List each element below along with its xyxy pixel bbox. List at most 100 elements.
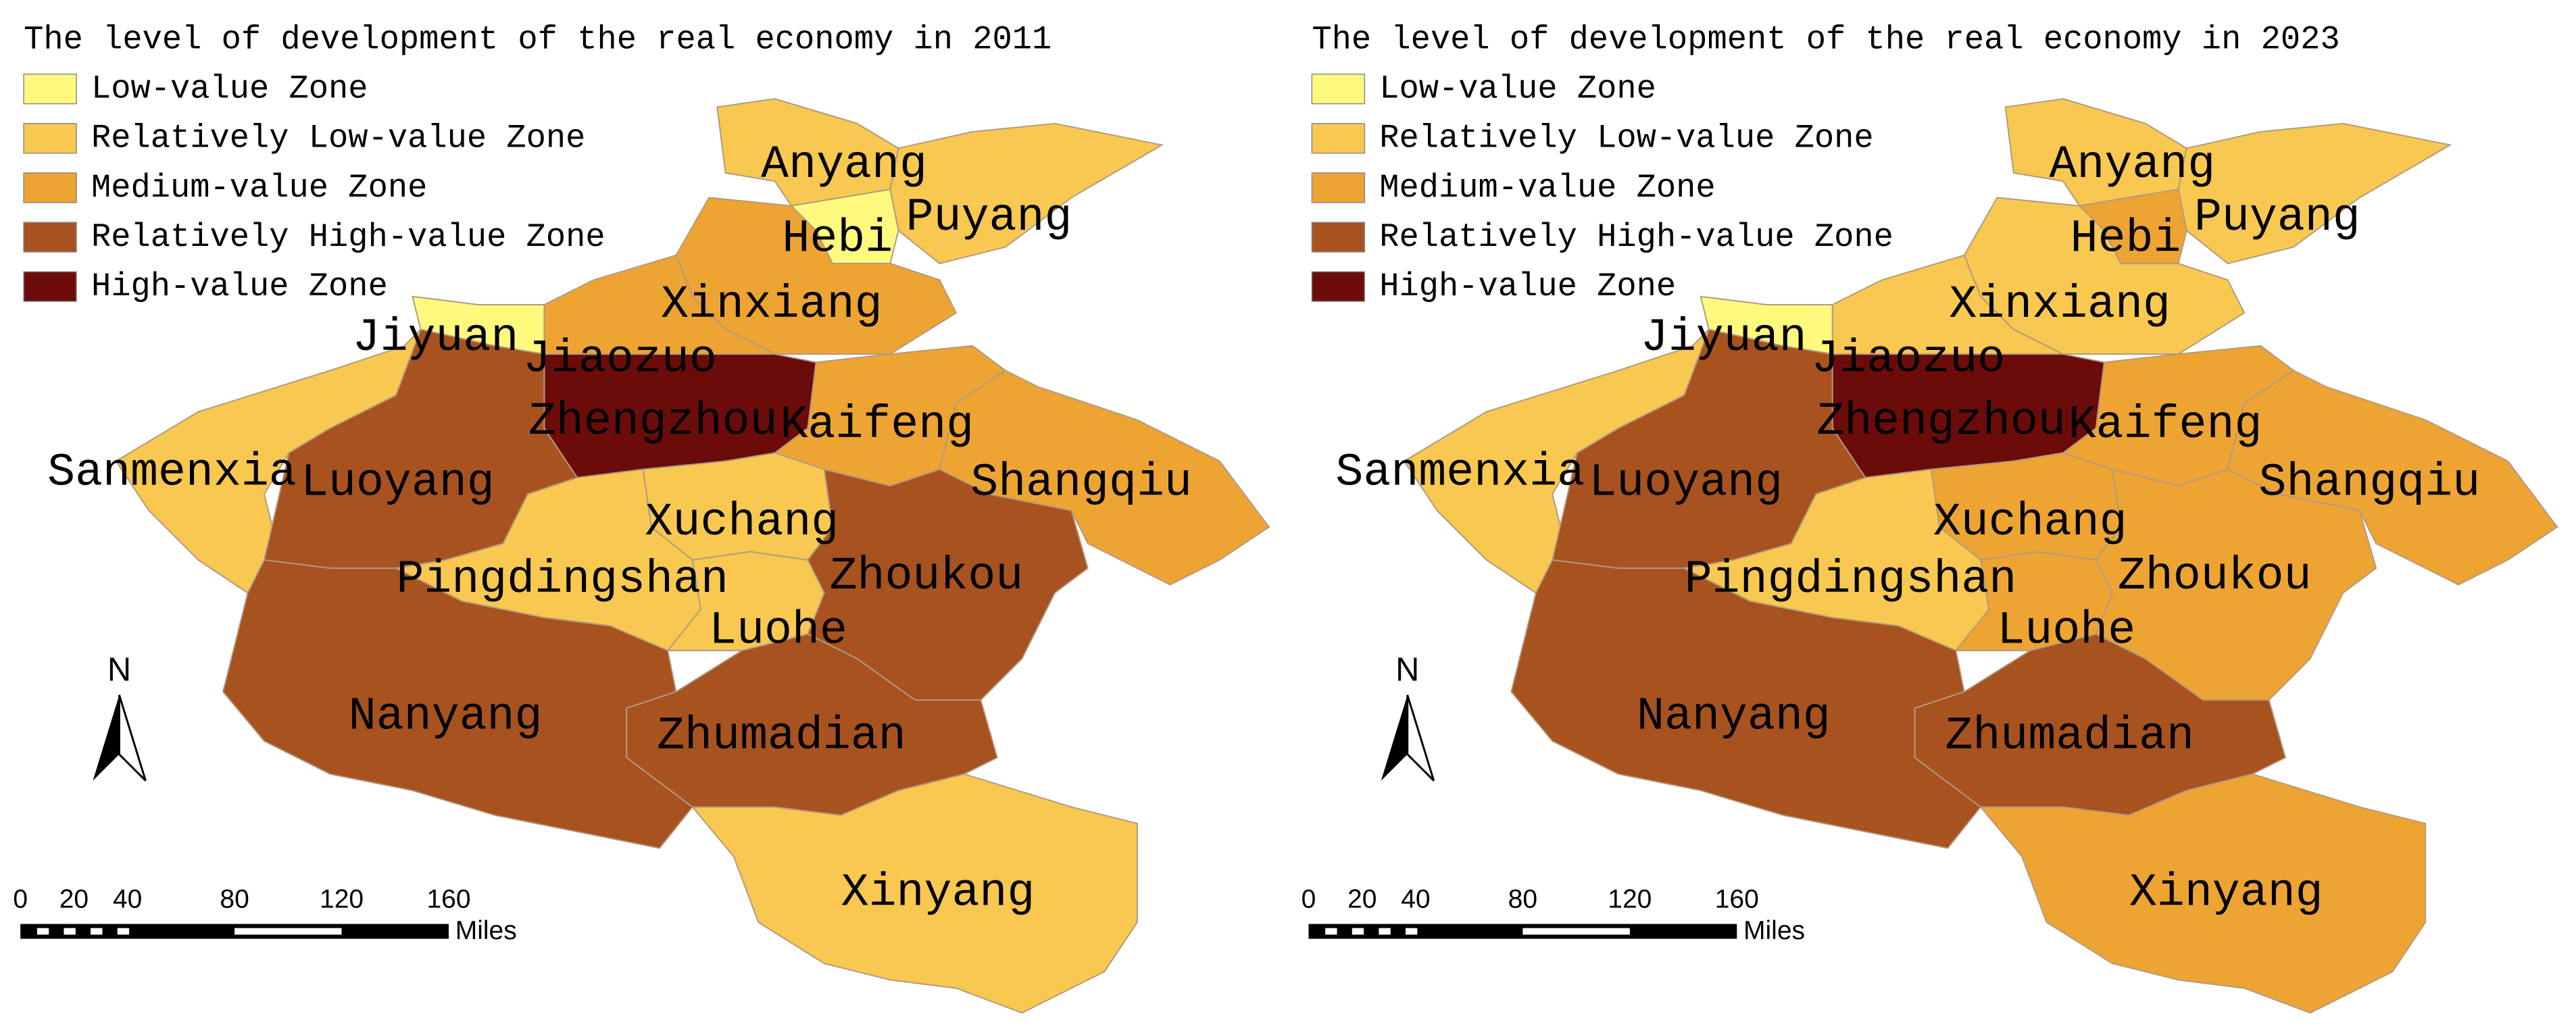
legend-label: Low-value Zone [91, 70, 368, 108]
city-label: Shangqiu [970, 457, 1192, 509]
scale-tick-label: 20 [1347, 885, 1377, 914]
north-arrow-right [118, 695, 147, 782]
legend-swatch [1311, 172, 1366, 203]
city-label: Zhumadian [1945, 711, 2194, 763]
city-label: Puyang [906, 192, 1072, 244]
scale-tick-label: 160 [1715, 885, 1759, 914]
city-region [807, 468, 1089, 701]
scale-bar-segment [1405, 928, 1418, 935]
legend-swatch [23, 172, 77, 203]
scale-tick-label: 0 [1302, 885, 1316, 914]
legend-swatch [23, 222, 77, 253]
legend-label: Low-value Zone [1379, 70, 1656, 108]
legend-label: High-value Zone [1379, 268, 1676, 305]
legend-swatch [23, 73, 77, 105]
city-region [1403, 328, 1710, 594]
city-label: Xinyang [2129, 867, 2323, 919]
city-label: Kaifeng [2069, 399, 2262, 451]
city-label: Hebi [2071, 213, 2181, 265]
scale-bar-segment [1379, 928, 1391, 935]
legend-label: Relatively Low-value Zone [91, 120, 585, 157]
north-label: N [1395, 651, 1419, 688]
scale-bar-segment [1325, 928, 1337, 935]
city-label: Xinyang [841, 867, 1035, 919]
city-label: Luohe [709, 605, 847, 657]
city-label: Sanmenxia [1335, 447, 1585, 499]
city-label: Shangqiu [2259, 457, 2481, 509]
city-label: Jiyuan [1641, 312, 1807, 364]
city-label: Pingdingshan [1685, 554, 2016, 606]
scale-tick-label: 80 [1508, 885, 1537, 914]
city-label: Puyang [2194, 192, 2360, 244]
scale-unit: Miles [455, 916, 517, 945]
scale-bar-segment [64, 928, 76, 935]
north-label: N [107, 651, 131, 688]
city-label: Jiaozuo [1811, 333, 2005, 385]
scale-bar-segment [36, 928, 49, 935]
map-title: The level of development of the real eco… [1312, 20, 2339, 58]
scale-tick-label: 20 [59, 885, 89, 914]
scale-tick-label: 40 [113, 885, 142, 914]
city-region [691, 773, 1138, 1014]
legend-swatch [1311, 271, 1366, 302]
legend-swatch [1311, 222, 1366, 253]
city-label: Luohe [1997, 605, 2135, 657]
legend-label: High-value Zone [91, 268, 388, 305]
scale-bar-segment [1522, 928, 1630, 935]
city-label: Anyang [2049, 139, 2215, 191]
city-label: Sanmenxia [47, 447, 297, 499]
legend-label: Relatively High-value Zone [91, 218, 605, 256]
scale-bar-frame [1308, 924, 1737, 939]
city-label: Jiaozuo [523, 333, 717, 385]
city-label: Xuchang [645, 497, 839, 549]
legend-label: Medium-value Zone [91, 169, 427, 207]
north-arrow-left [1381, 695, 1408, 781]
legend-swatch [1311, 73, 1366, 105]
city-label: Kaifeng [780, 399, 974, 451]
scale-tick-label: 0 [13, 885, 28, 914]
legend-label: Medium-value Zone [1379, 169, 1715, 207]
scale-unit: Miles [1743, 916, 1805, 945]
north-arrow-left [93, 695, 120, 781]
north-arrow-right [1406, 695, 1435, 782]
city-region [1979, 773, 2427, 1014]
city-region [2095, 468, 2377, 701]
city-label: Luoyang [1589, 457, 1783, 509]
city-label: Nanyang [349, 690, 543, 743]
city-region [115, 328, 422, 594]
city-label: Pingdingshan [396, 554, 728, 606]
city-label: Zhoukou [830, 551, 1024, 603]
legend-swatch [23, 123, 77, 154]
city-label: Luoyang [301, 457, 495, 509]
map-title: The level of development of the real eco… [24, 20, 1051, 58]
scale-bar-segment [91, 928, 103, 935]
scale-tick-label: 80 [220, 885, 249, 914]
scale-tick-label: 40 [1401, 885, 1430, 914]
city-label: Xinxiang [1949, 279, 2171, 331]
city-label: Jiyuan [353, 312, 519, 364]
city-label: Xuchang [1933, 497, 2127, 549]
city-label: Xinxiang [661, 279, 883, 331]
scale-tick-label: 160 [426, 885, 470, 914]
scale-bar-segment [117, 928, 130, 935]
city-label: Zhengzhou [1816, 396, 2066, 448]
scale-tick-label: 120 [320, 885, 364, 914]
legend-label: Relatively High-value Zone [1379, 218, 1893, 256]
city-label: Nanyang [1637, 690, 1831, 743]
city-label: Zhoukou [2118, 551, 2312, 603]
legend-label: Relatively Low-value Zone [1379, 120, 1873, 157]
city-label: Hebi [782, 213, 893, 265]
city-label: Anyang [761, 139, 927, 191]
legend-swatch [23, 271, 77, 302]
scale-bar-frame [20, 924, 449, 939]
scale-tick-label: 120 [1608, 885, 1652, 914]
city-label: Zhengzhou [528, 396, 778, 448]
scale-bar-segment [1352, 928, 1364, 935]
city-label: Zhumadian [657, 711, 906, 763]
legend-swatch [1311, 123, 1366, 154]
scale-bar-segment [234, 928, 342, 935]
